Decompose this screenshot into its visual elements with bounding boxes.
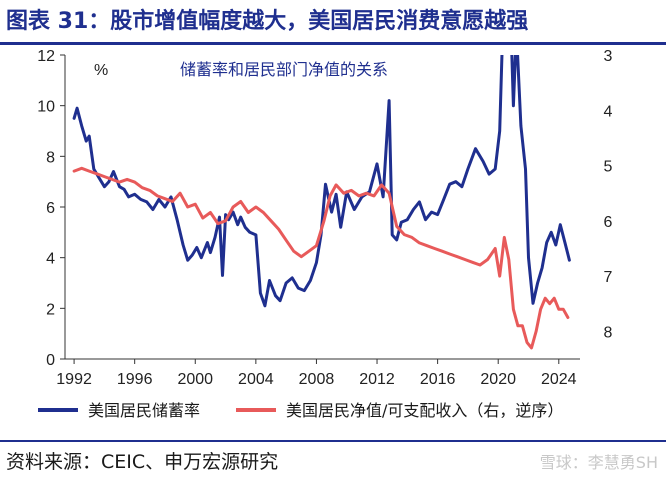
series-line-net-worth [72,166,570,350]
y-right-tick-label: 5 [604,159,613,176]
y-right-tick-label: 6 [604,214,613,231]
y-left-tick-label: 12 [37,48,55,65]
unit-label: % [94,62,108,79]
y-left-tick-label: 6 [46,200,55,217]
y-right-tick-label: 8 [604,324,613,341]
x-tick-label: 2008 [299,371,335,388]
chart-title: 图表 31：股市增值幅度越大，美国居民消费意愿越强 [6,9,529,34]
y-left-tick-label: 2 [46,301,55,318]
chart-ticks: 1992 1996 2000 2004 2008 2012 2016 2020 2024 0 2 4 6… [37,48,612,388]
x-tick-label: 1996 [117,371,153,388]
watermark: 雪球：李慧勇SH [539,453,658,472]
x-tick-label: 2016 [420,371,456,388]
x-tick-label: 2000 [177,371,213,388]
x-tick-label: 2004 [238,371,274,388]
source-divider [0,440,666,442]
y-left-tick-label: 8 [46,149,55,166]
y-left-tick-label: 0 [46,352,55,369]
y-right-tick-label: 7 [604,269,613,286]
x-tick-label: 1992 [56,371,92,388]
legend-label-networth: 美国居民净值/可支配收入（右，逆序） [286,401,563,420]
y-right-tick-label: 4 [604,103,613,120]
title-divider [0,42,666,45]
chart-series [72,55,571,350]
chart-legend: 美国居民储蓄率 美国居民净值/可支配收入（右，逆序） [38,401,563,420]
y-left-tick-label: 4 [46,251,55,268]
chart-annotation: 储蓄率和居民部门净值的关系 [180,60,388,79]
legend-label-saving: 美国居民储蓄率 [88,401,200,420]
x-tick-label: 2024 [541,371,577,388]
series-line-saving-rate [72,55,571,308]
y-left-tick-label: 10 [37,99,55,116]
source-note: 资料来源：CEIC、申万宏源研究 [6,451,279,473]
x-tick-label: 2020 [480,371,516,388]
chart: 1992 1996 2000 2004 2008 2012 2016 2020 2024 0 2 4 6… [37,48,612,420]
y-right-tick-label: 3 [604,48,613,65]
x-tick-label: 2012 [359,371,395,388]
